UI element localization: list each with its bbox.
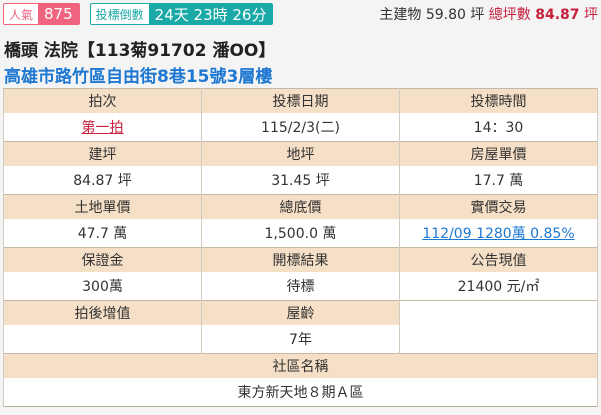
land-area-label: 地坪 [201,141,400,166]
deposit-label: 保證金 [3,247,202,272]
community-label: 社區名稱 [3,353,598,378]
area-summary: 主建物 59.80 坪 總坪數 84.87 坪 [379,4,598,24]
main-building-value: 59.80 坪 [425,7,485,23]
empty-cell [399,300,598,354]
countdown-label: 投標倒數 [90,4,149,24]
bid-date: 115/2/3(二) [201,112,400,142]
total-area-label: 總坪數 [488,7,531,23]
house-age: 7年 [201,324,400,354]
property-address[interactable]: 高雄市路竹區自由街8巷15號3層樓 [4,67,273,87]
community-name: 東方新天地８期Ａ區 [3,377,598,407]
countdown-value: 24天 23時 26分 [148,4,273,24]
house-age-label: 屋齡 [201,300,400,325]
bid-time-label: 投標時間 [399,88,598,113]
auction-round-label: 拍次 [3,88,202,113]
house-unit-price: 17.7 萬 [399,165,598,195]
popularity-value: 875 [38,4,79,24]
result-label: 開標結果 [201,247,400,272]
bid-time: 14：30 [399,112,598,142]
land-unit-price-label: 土地單價 [3,194,202,219]
top-bar: 人氣 875 投標倒數 24天 23時 26分 主建物 59.80 坪 總坪數 … [3,3,598,25]
countdown-badge: 投標倒數 24天 23時 26分 [89,3,274,25]
actual-trade-link[interactable]: 112/09 1280萬 0.85% [422,225,575,242]
popularity-badge: 人氣 875 [3,3,80,25]
announced-value: 21400 元/㎡ [399,271,598,301]
total-area-unit: 坪 [584,7,598,23]
actual-trade-label: 實價交易 [399,194,598,219]
popularity-label: 人氣 [4,4,39,24]
case-title: 橋頭 法院【113菊91702 潘OO】 [4,41,276,61]
main-building-label: 主建物 [379,7,422,23]
post-auction-value-label: 拍後增值 [3,300,202,325]
bid-date-label: 投標日期 [201,88,400,113]
announced-value-label: 公告現值 [399,247,598,272]
land-unit-price: 47.7 萬 [3,218,202,248]
reserve-price-label: 總底價 [201,194,400,219]
auction-round-link[interactable]: 第一拍 [81,119,124,136]
house-unit-price-label: 房屋單價 [399,141,598,166]
land-area: 31.45 坪 [201,165,400,195]
building-area: 84.87 坪 [3,165,202,195]
total-area-value: 84.87 [535,7,580,23]
deposit: 300萬 [3,271,202,301]
result: 待標 [201,271,400,301]
reserve-price: 1,500.0 萬 [201,218,400,248]
post-auction-value [3,324,202,354]
building-area-label: 建坪 [3,141,202,166]
auction-info-table: 拍次 投標日期 投標時間 第一拍 115/2/3(二) 14：30 建坪 地坪 房屋單價 8… [3,88,598,407]
